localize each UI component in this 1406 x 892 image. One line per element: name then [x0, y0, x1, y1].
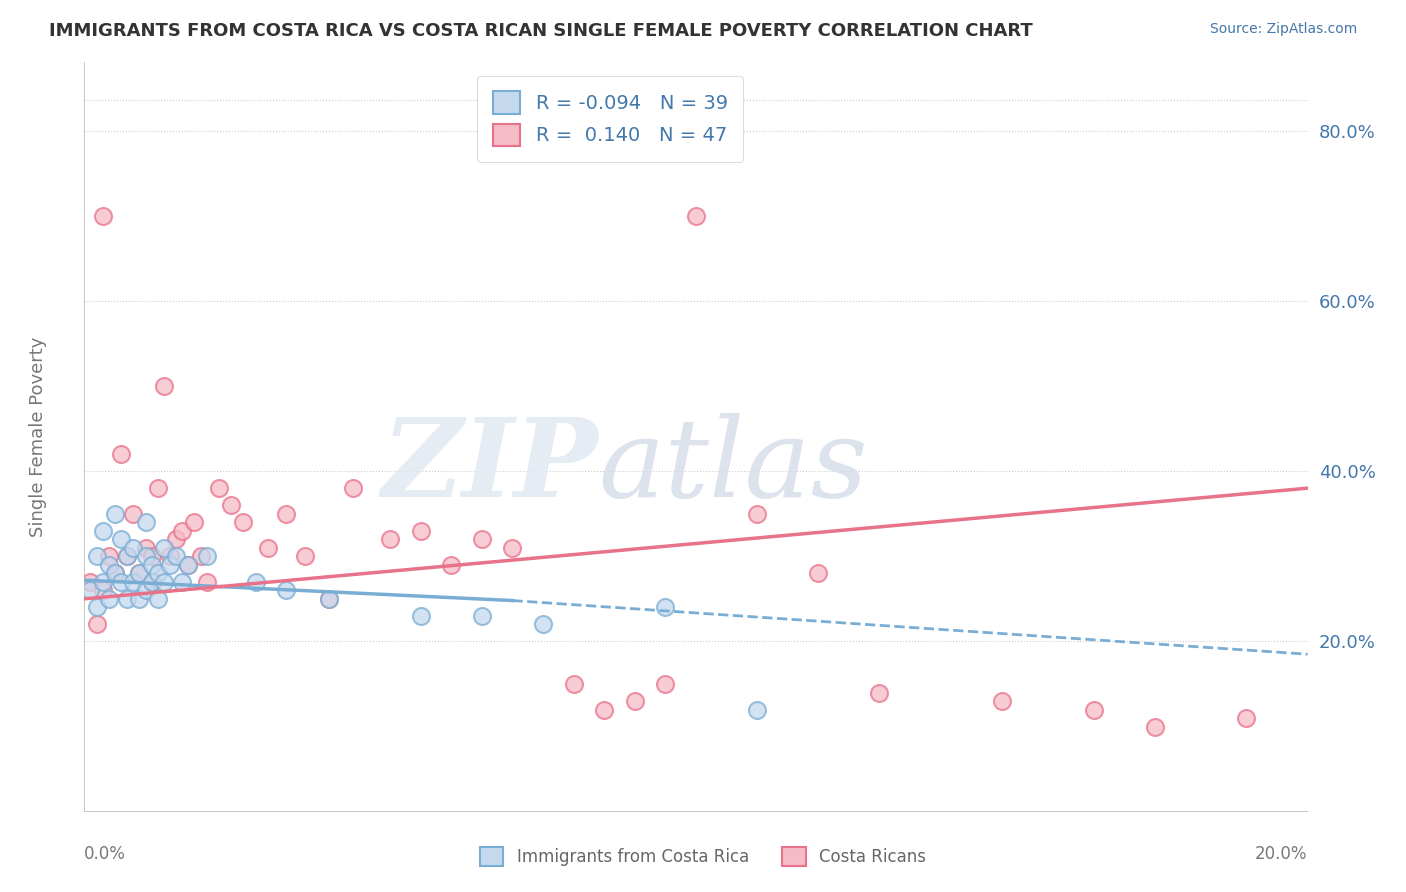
Point	[276, 507, 298, 521]
Point	[146, 481, 169, 495]
Point	[79, 574, 101, 589]
Point	[104, 566, 127, 581]
Point	[135, 583, 157, 598]
Point	[294, 549, 316, 564]
Point	[685, 209, 707, 223]
Point	[654, 677, 676, 691]
Point	[128, 566, 150, 581]
Point	[807, 566, 830, 581]
Point	[122, 541, 145, 555]
Point	[91, 209, 114, 223]
Point	[141, 549, 163, 564]
Point	[562, 677, 585, 691]
Text: atlas: atlas	[598, 413, 868, 521]
Point	[97, 549, 120, 564]
Point	[91, 583, 114, 598]
Point	[276, 583, 298, 598]
Point	[146, 566, 169, 581]
Point	[195, 574, 218, 589]
Text: Source: ZipAtlas.com: Source: ZipAtlas.com	[1209, 22, 1357, 37]
Point	[318, 591, 340, 606]
Text: 20.0%: 20.0%	[1256, 846, 1308, 863]
Text: 0.0%: 0.0%	[84, 846, 127, 863]
Point	[141, 558, 163, 572]
Point	[153, 541, 176, 555]
Legend: R = -0.094   N = 39, R =  0.140   N = 47: R = -0.094 N = 39, R = 0.140 N = 47	[478, 76, 744, 161]
Point	[318, 591, 340, 606]
Legend: Immigrants from Costa Rica, Costa Ricans: Immigrants from Costa Rica, Costa Ricans	[471, 838, 935, 875]
Point	[79, 583, 101, 598]
Point	[97, 591, 120, 606]
Point	[86, 549, 108, 564]
Point	[177, 558, 200, 572]
Text: Single Female Poverty: Single Female Poverty	[30, 337, 46, 537]
Point	[183, 515, 205, 529]
Point	[141, 574, 163, 589]
Point	[153, 379, 176, 393]
Point	[128, 591, 150, 606]
Point	[471, 608, 494, 623]
Point	[110, 533, 132, 547]
Point	[409, 608, 432, 623]
Point	[502, 541, 524, 555]
Point	[342, 481, 364, 495]
Point	[104, 566, 127, 581]
Point	[122, 574, 145, 589]
Point	[208, 481, 231, 495]
Point	[110, 574, 132, 589]
Point	[1083, 702, 1105, 716]
Point	[654, 600, 676, 615]
Point	[1236, 711, 1258, 725]
Text: ZIP: ZIP	[381, 413, 598, 521]
Point	[110, 447, 132, 461]
Point	[165, 533, 187, 547]
Point	[245, 574, 267, 589]
Point	[135, 549, 157, 564]
Point	[122, 507, 145, 521]
Point	[91, 574, 114, 589]
Point	[177, 558, 200, 572]
Point	[190, 549, 212, 564]
Point	[257, 541, 280, 555]
Point	[991, 694, 1014, 708]
Point	[115, 549, 138, 564]
Point	[104, 507, 127, 521]
Point	[86, 617, 108, 632]
Point	[86, 600, 108, 615]
Point	[869, 685, 891, 699]
Point	[128, 566, 150, 581]
Point	[146, 591, 169, 606]
Point	[165, 549, 187, 564]
Point	[593, 702, 616, 716]
Point	[135, 515, 157, 529]
Point	[531, 617, 554, 632]
Point	[195, 549, 218, 564]
Point	[471, 533, 494, 547]
Point	[1143, 720, 1166, 734]
Point	[159, 558, 181, 572]
Point	[91, 524, 114, 538]
Point	[747, 507, 769, 521]
Point	[440, 558, 463, 572]
Point	[747, 702, 769, 716]
Point	[115, 591, 138, 606]
Text: IMMIGRANTS FROM COSTA RICA VS COSTA RICAN SINGLE FEMALE POVERTY CORRELATION CHAR: IMMIGRANTS FROM COSTA RICA VS COSTA RICA…	[49, 22, 1033, 40]
Point	[172, 574, 194, 589]
Point	[219, 498, 242, 512]
Point	[624, 694, 647, 708]
Point	[172, 524, 194, 538]
Point	[153, 574, 176, 589]
Point	[159, 549, 181, 564]
Point	[141, 574, 163, 589]
Point	[232, 515, 254, 529]
Point	[97, 558, 120, 572]
Point	[115, 549, 138, 564]
Point	[135, 541, 157, 555]
Point	[380, 533, 402, 547]
Point	[409, 524, 432, 538]
